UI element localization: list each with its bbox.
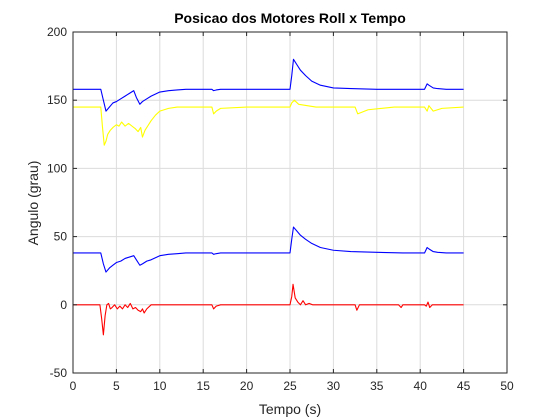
series-line-4 — [73, 283, 464, 336]
chart-title: Posicao dos Motores Roll x Tempo — [174, 10, 406, 26]
series-line-3 — [73, 226, 464, 273]
y-tick-label: 200 — [47, 25, 67, 39]
x-tick-label: 0 — [70, 379, 77, 393]
x-tick-label: 40 — [414, 379, 428, 393]
x-tick-label: 15 — [197, 379, 211, 393]
x-tick-label: 50 — [500, 379, 514, 393]
y-tick-label: 0 — [60, 298, 67, 312]
x-tick-label: 25 — [283, 379, 297, 393]
x-tick-label: 20 — [240, 379, 254, 393]
x-tick-label: 35 — [370, 379, 384, 393]
series-line-2 — [73, 99, 464, 146]
x-tick-label: 30 — [327, 379, 341, 393]
x-tick-label: 5 — [113, 379, 120, 393]
x-tick-label: 45 — [457, 379, 471, 393]
x-axis-label: Tempo (s) — [259, 401, 321, 417]
y-tick-label: -50 — [50, 366, 68, 380]
data-series — [73, 58, 464, 336]
y-tick-label: 100 — [47, 161, 67, 175]
y-tick-label: 50 — [54, 230, 68, 244]
x-tick-label: 10 — [153, 379, 167, 393]
y-tick-label: 150 — [47, 93, 67, 107]
series-line-1 — [73, 58, 464, 112]
y-axis-label: Angulo (grau) — [25, 161, 41, 246]
